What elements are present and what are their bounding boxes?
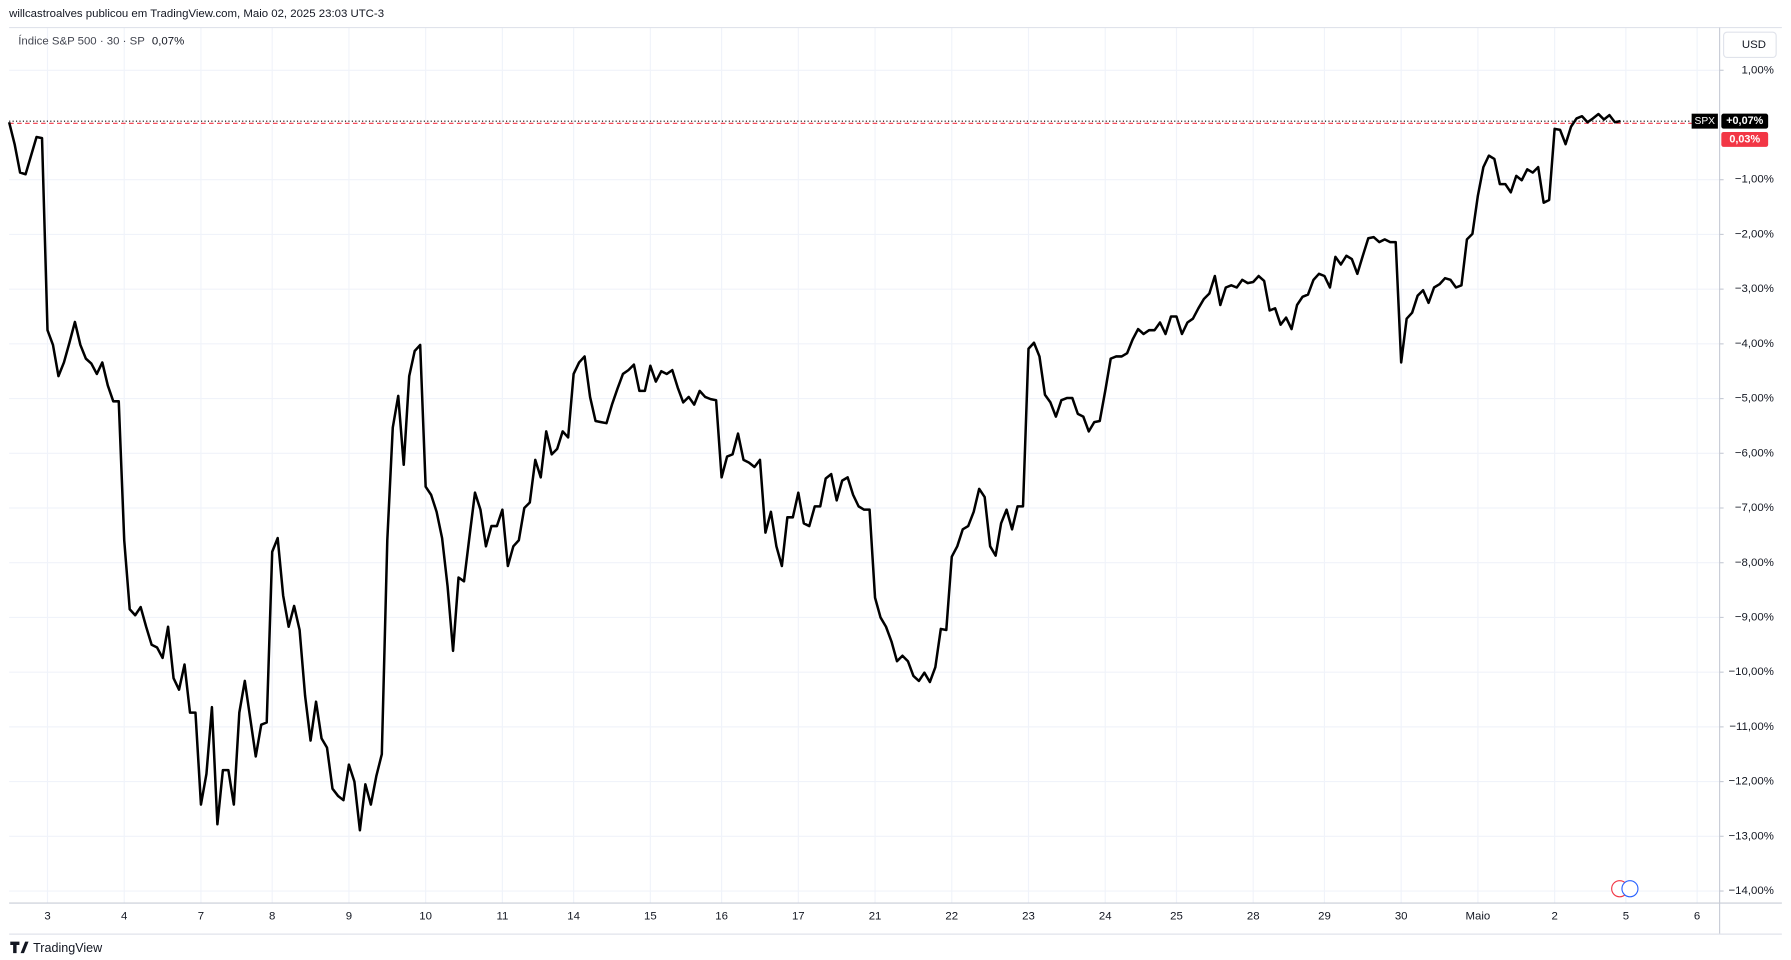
y-tick-label: −2,00% [1735, 228, 1774, 240]
y-tick-label: −3,00% [1735, 283, 1774, 295]
x-tick-label: 14 [567, 910, 580, 922]
y-tick-label: −5,00% [1735, 393, 1774, 405]
price-label-box [1721, 113, 1769, 129]
x-tick-label: 24 [1099, 910, 1112, 922]
x-tick-label: 16 [715, 910, 728, 922]
x-tick-label: 3 [44, 910, 50, 922]
y-tick-label: −12,00% [1729, 776, 1774, 788]
legend-name: Índice S&P 500 · 30 · SP [18, 34, 145, 47]
x-tick-label: 23 [1022, 910, 1035, 922]
y-tick-label: −1,00% [1735, 174, 1774, 186]
event-icons[interactable] [1611, 880, 1639, 898]
x-tick-label: Maio [1466, 910, 1491, 922]
x-tick-label: 11 [496, 910, 508, 922]
y-tick-label: −6,00% [1735, 447, 1774, 459]
x-tick-label: 30 [1395, 910, 1408, 922]
x-tick-label: 22 [945, 910, 958, 922]
x-tick-label: 6 [1694, 910, 1700, 922]
y-tick-label: −10,00% [1729, 666, 1774, 678]
y-tick-label: 1,00% [1742, 64, 1774, 76]
price-label: 0,03% [1729, 133, 1760, 145]
event-icon[interactable] [1621, 880, 1639, 898]
x-tick-label: 29 [1318, 910, 1331, 922]
x-tick-label: 9 [346, 910, 352, 922]
price-line-series [7, 112, 1621, 832]
x-tick-label: 17 [792, 910, 805, 922]
x-tick-label: 4 [121, 910, 128, 922]
series-name-box [1691, 113, 1718, 129]
x-tick-label: 5 [1623, 910, 1629, 922]
y-tick-label: −7,00% [1735, 502, 1774, 514]
logo: TradingView [10, 941, 103, 955]
logo-icon [10, 941, 29, 954]
y-tick-label: −11,00% [1729, 721, 1773, 733]
legend-value: 0,07% [152, 35, 184, 47]
x-tick-label: 25 [1170, 910, 1183, 922]
x-tick-label: 28 [1247, 910, 1260, 922]
x-tick-label: 8 [269, 910, 275, 922]
x-tick-label: 15 [644, 910, 657, 922]
y-tick-label: −13,00% [1729, 830, 1774, 842]
y-tick-label: −9,00% [1735, 611, 1774, 623]
logo-text: TradingView [33, 941, 103, 955]
x-tick-label: 2 [1551, 910, 1557, 922]
y-tick-label: −4,00% [1735, 338, 1774, 350]
header: willcastroalves publicou em TradingView.… [8, 8, 384, 20]
series-name: SPX [1694, 116, 1715, 127]
price-label: +0,07% [1726, 115, 1763, 127]
x-tick-label: 7 [198, 910, 204, 922]
currency-box[interactable] [1723, 31, 1777, 59]
price-label-box [1721, 131, 1769, 147]
x-tick-label: 10 [419, 910, 432, 922]
currency[interactable]: USD [1742, 39, 1766, 51]
x-tick-label: 21 [869, 910, 882, 922]
y-tick-label: −14,00% [1729, 885, 1774, 897]
y-tick-label: −8,00% [1735, 557, 1774, 569]
